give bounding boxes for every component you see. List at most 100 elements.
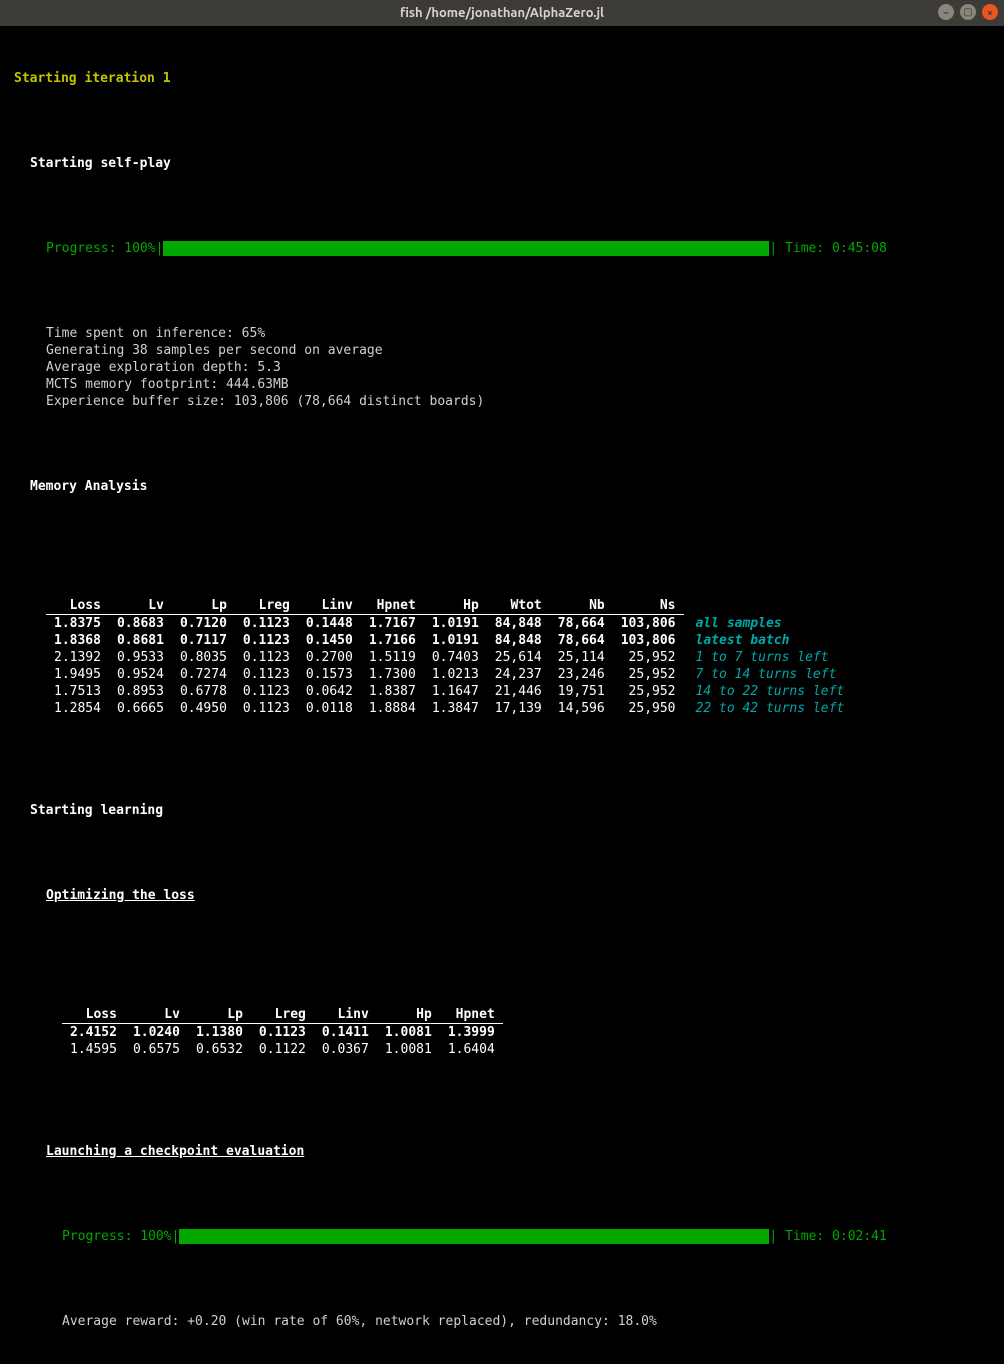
table-header: Lreg [235, 597, 298, 615]
table-cell: 0.9524 [109, 666, 172, 683]
stats-line: Average exploration depth: 5.3 [46, 359, 990, 376]
table-cell: 0.1123 [235, 683, 298, 700]
table-cell: 1.7167 [361, 615, 424, 633]
selfplay-progress-row: Progress: 100%|| Time: 0:45:08 [14, 240, 990, 257]
table-cell: 103,806 [613, 632, 684, 649]
progress-label: Progress: 100% [46, 240, 156, 257]
table-cell: 103,806 [613, 615, 684, 633]
table-header: Lp [172, 597, 235, 615]
table-cell: 0.1411 [314, 1024, 377, 1042]
memory-table: LossLvLpLregLinvHpnetHpWtotNbNs1.83750.8… [46, 597, 852, 717]
table-cell: 1.5119 [361, 649, 424, 666]
table-cell: 1.0213 [424, 666, 487, 683]
table-cell: 84,848 [487, 615, 550, 633]
table-cell: 25,950 [613, 700, 684, 717]
row-note: all samples [684, 615, 853, 633]
row-note: 7 to 14 turns left [684, 666, 853, 683]
table-cell: 1.0081 [377, 1024, 440, 1042]
table-cell: 1.6404 [440, 1041, 503, 1058]
table-cell: 1.0081 [377, 1041, 440, 1058]
table-header: Ns [613, 597, 684, 615]
row-note: latest batch [684, 632, 853, 649]
table-row: 1.45950.65750.65320.11220.03671.00811.64… [62, 1041, 503, 1058]
table-cell: 0.6778 [172, 683, 235, 700]
reward-line: Average reward: +0.20 (win rate of 60%, … [14, 1313, 990, 1330]
table-cell: 78,664 [550, 615, 613, 633]
iteration-heading: Starting iteration 1 [14, 70, 990, 87]
table-cell: 0.8035 [172, 649, 235, 666]
row-note: 22 to 42 turns left [684, 700, 853, 717]
terminal-content: Starting iteration 1 Starting self-play … [0, 26, 1004, 1364]
row-note: 14 to 22 turns left [684, 683, 853, 700]
stats-line: MCTS memory footprint: 444.63MB [46, 376, 990, 393]
table-header: Lp [188, 1006, 251, 1024]
progress-time: Time: 0:02:41 [785, 1228, 887, 1245]
progress-time: Time: 0:45:08 [785, 240, 887, 257]
table-cell: 2.4152 [62, 1024, 125, 1042]
table-cell: 1.0240 [125, 1024, 188, 1042]
window-title: fish /home/jonathan/AlphaZero.jl [400, 6, 604, 20]
table-cell: 25,952 [613, 666, 684, 683]
table-header: Loss [62, 1006, 125, 1024]
table-cell: 0.9533 [109, 649, 172, 666]
table-cell: 1.7300 [361, 666, 424, 683]
table-cell: 0.1122 [251, 1041, 314, 1058]
table-cell: 1.4595 [62, 1041, 125, 1058]
table-cell: 0.6575 [125, 1041, 188, 1058]
table-header: Lreg [251, 1006, 314, 1024]
table-cell: 0.1123 [251, 1024, 314, 1042]
table-cell: 17,139 [487, 700, 550, 717]
table-cell: 0.4950 [172, 700, 235, 717]
table-cell: 1.8387 [361, 683, 424, 700]
stats-line: Experience buffer size: 103,806 (78,664 … [46, 393, 990, 410]
table-cell: 0.0367 [314, 1041, 377, 1058]
maximize-button[interactable]: ▢ [960, 4, 976, 20]
table-header: Nb [550, 597, 613, 615]
stats-line: Generating 38 samples per second on aver… [46, 342, 990, 359]
table-header: Linv [314, 1006, 377, 1024]
table-cell: 1.0191 [424, 615, 487, 633]
table-cell: 24,237 [487, 666, 550, 683]
table-cell: 1.9495 [46, 666, 109, 683]
selfplay-stats: Time spent on inference: 65%Generating 3… [14, 325, 990, 410]
table-cell: 0.7403 [424, 649, 487, 666]
table-row: 2.13920.95330.80350.11230.27001.51190.74… [46, 649, 852, 666]
table-cell: 1.8884 [361, 700, 424, 717]
table-cell: 2.1392 [46, 649, 109, 666]
table-cell: 78,664 [550, 632, 613, 649]
table-header: Hpnet [361, 597, 424, 615]
table-cell: 0.1123 [235, 700, 298, 717]
table-row: 1.83680.86810.71170.11230.14501.71661.01… [46, 632, 852, 649]
table-cell: 0.7120 [172, 615, 235, 633]
table-cell: 1.8375 [46, 615, 109, 633]
window-controls: – ▢ × [938, 4, 998, 20]
table-cell: 1.3999 [440, 1024, 503, 1042]
table-cell: 0.1123 [235, 632, 298, 649]
table-cell: 0.0118 [298, 700, 361, 717]
table-header: Lv [125, 1006, 188, 1024]
checkpoint-progress-bar [179, 1229, 769, 1244]
stats-line: Time spent on inference: 65% [46, 325, 990, 342]
minimize-button[interactable]: – [938, 4, 954, 20]
table-cell: 0.1448 [298, 615, 361, 633]
table-cell: 0.1123 [235, 649, 298, 666]
memory-heading: Memory Analysis [14, 478, 990, 495]
checkpoint-heading: Launching a checkpoint evaluation [14, 1143, 990, 1160]
table-cell: 1.8368 [46, 632, 109, 649]
table-cell: 23,246 [550, 666, 613, 683]
table-cell: 25,614 [487, 649, 550, 666]
table-header: Hp [424, 597, 487, 615]
table-cell: 0.1123 [235, 615, 298, 633]
table-cell: 0.1573 [298, 666, 361, 683]
window-titlebar: fish /home/jonathan/AlphaZero.jl – ▢ × [0, 0, 1004, 26]
table-cell: 0.2700 [298, 649, 361, 666]
progress-label: Progress: 100% [62, 1228, 172, 1245]
optimize-heading: Optimizing the loss [14, 887, 990, 904]
table-cell: 1.3847 [424, 700, 487, 717]
table-cell: 0.6665 [109, 700, 172, 717]
table-row: 1.83750.86830.71200.11230.14481.71671.01… [46, 615, 852, 633]
table-header: Linv [298, 597, 361, 615]
checkpoint-progress-row: Progress: 100%|| Time: 0:02:41 [14, 1228, 990, 1245]
close-button[interactable]: × [982, 4, 998, 20]
table-cell: 0.1123 [235, 666, 298, 683]
